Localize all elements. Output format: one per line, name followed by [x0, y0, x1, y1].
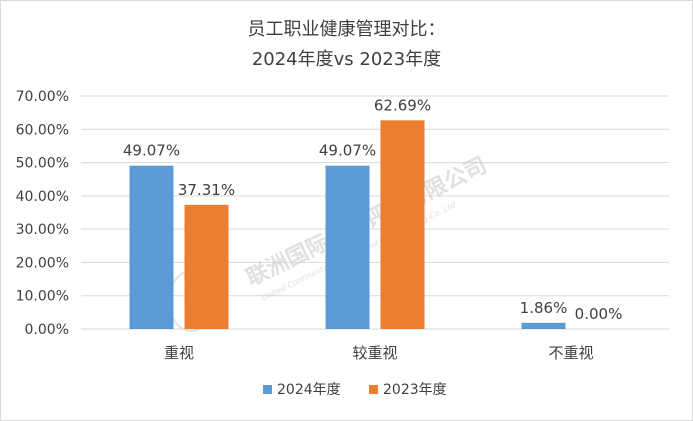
y-tick-label: 10.00%	[16, 289, 69, 305]
chart-title: 员工职业健康管理对比： 2024年度vs 2023年度	[1, 15, 692, 75]
bar	[521, 322, 566, 329]
legend-swatch	[369, 385, 378, 394]
y-tick-label: 40.00%	[16, 189, 69, 205]
x-category-label: 较重视	[352, 344, 397, 362]
bar	[325, 165, 370, 329]
y-tick-label: 20.00%	[16, 255, 69, 271]
data-label: 1.86%	[520, 299, 568, 317]
y-tick-label: 70.00%	[16, 89, 69, 105]
legend-label: 2024年度	[277, 382, 341, 398]
bar	[184, 204, 229, 329]
x-category-label: 重视	[164, 344, 194, 362]
y-tick-label: 50.00%	[16, 156, 69, 172]
chart-title-line1: 员工职业健康管理对比：	[247, 19, 446, 40]
y-tick-label: 0.00%	[25, 322, 69, 338]
y-tick-label: 60.00%	[16, 122, 69, 138]
data-label: 37.31%	[178, 181, 235, 199]
data-label: 49.07%	[319, 142, 376, 160]
chart-title-line2: 2024年度vs 2023年度	[251, 49, 442, 70]
bar	[380, 120, 425, 330]
data-label: 0.00%	[575, 305, 623, 323]
legend-label: 2023年度	[383, 382, 447, 398]
data-label: 62.69%	[374, 96, 431, 114]
bar	[129, 165, 174, 329]
legend-swatch	[263, 385, 272, 394]
data-label: 49.07%	[123, 142, 180, 160]
y-tick-label: 30.00%	[16, 222, 69, 238]
x-category-label: 不重视	[548, 344, 593, 362]
